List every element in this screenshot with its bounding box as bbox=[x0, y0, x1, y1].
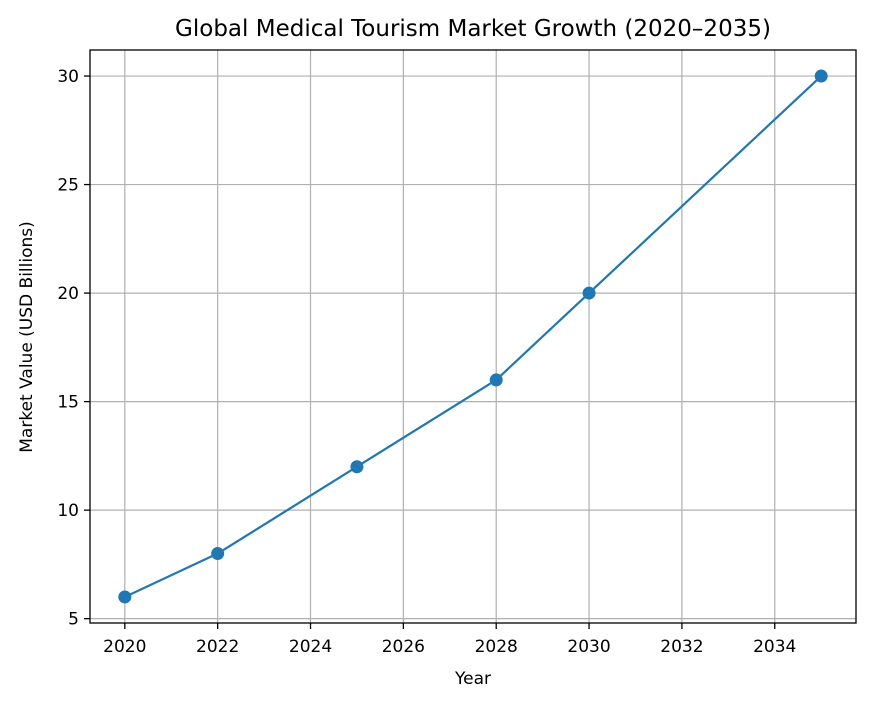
x-tick-label: 2032 bbox=[660, 637, 703, 657]
data-point-2028 bbox=[489, 373, 503, 387]
data-point-2020 bbox=[118, 590, 132, 604]
data-point-2025 bbox=[350, 460, 364, 474]
data-point-2035 bbox=[814, 69, 828, 83]
x-tick-label: 2034 bbox=[753, 637, 796, 657]
data-point-2030 bbox=[582, 286, 596, 300]
series-layer bbox=[118, 69, 828, 604]
y-tick-label: 5 bbox=[68, 610, 79, 630]
x-tick-label: 2024 bbox=[289, 637, 332, 657]
y-tick-label: 20 bbox=[57, 284, 79, 304]
x-tick-label: 2026 bbox=[382, 637, 425, 657]
y-axis-ticks: 5 10 15 20 25 30 bbox=[57, 67, 90, 630]
x-tick-label: 2028 bbox=[475, 637, 518, 657]
series-line bbox=[124, 75, 822, 598]
y-tick-label: 10 bbox=[57, 501, 79, 521]
x-tick-label: 2020 bbox=[103, 637, 146, 657]
plot-frame bbox=[89, 49, 857, 624]
y-axis-label: Market Value (USD Billions) bbox=[17, 221, 37, 453]
x-tick-label: 2022 bbox=[196, 637, 239, 657]
data-point-2022 bbox=[211, 547, 225, 561]
x-axis-ticks: 2020 2022 2024 2026 2028 2030 2032 2034 bbox=[103, 623, 796, 657]
y-tick-label: 15 bbox=[57, 393, 79, 413]
x-tick-label: 2030 bbox=[567, 637, 610, 657]
chart-title: Global Medical Tourism Market Growth (20… bbox=[175, 16, 771, 42]
y-tick-label: 30 bbox=[57, 67, 79, 87]
y-tick-label: 25 bbox=[57, 176, 79, 196]
grid bbox=[90, 50, 856, 623]
x-axis-label: Year bbox=[454, 669, 491, 689]
